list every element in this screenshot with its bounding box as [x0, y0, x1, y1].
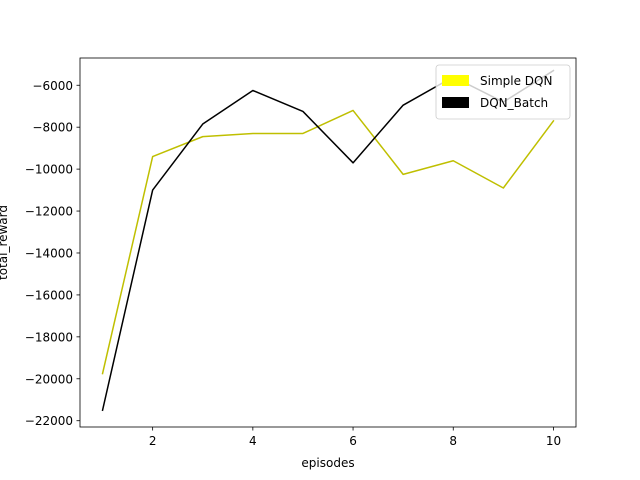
y-tick-label: −8000 — [32, 121, 73, 135]
y-tick-label: −16000 — [25, 288, 73, 302]
legend: Simple DQN DQN_Batch — [435, 64, 571, 120]
y-tick-label: −6000 — [32, 79, 73, 93]
y-tick-label: −20000 — [25, 372, 73, 386]
x-tick-label: 8 — [449, 434, 457, 448]
y-axis-label: total_reward — [0, 205, 10, 280]
x-tick-label: 4 — [249, 434, 257, 448]
x-tick-label: 10 — [546, 434, 561, 448]
legend-swatch-dqn-batch — [442, 97, 469, 108]
y-tick-label: −14000 — [25, 246, 73, 260]
x-tick-label: 2 — [149, 434, 157, 448]
y-tick-label: −10000 — [25, 163, 73, 177]
plot-area-background — [80, 58, 576, 427]
legend-swatch-simple-dqn — [442, 75, 469, 86]
y-tick-label: −22000 — [25, 414, 73, 428]
series-line-simple-dqn — [101, 109, 555, 375]
legend-box — [435, 64, 571, 120]
legend-label-dqn-batch: DQN_Batch — [480, 96, 548, 110]
x-axis-label: episodes — [301, 456, 354, 470]
axes-layer: 2 4 6 8 10 −22000 −20000 −18000 −16000 −14000 −120… — [25, 79, 561, 448]
legend-label-simple-dqn: Simple DQN — [480, 74, 552, 88]
x-tick-label: 6 — [349, 434, 357, 448]
y-tick-label: −12000 — [25, 205, 73, 219]
y-tick-label: −18000 — [25, 330, 73, 344]
plot-frame — [79, 57, 577, 428]
